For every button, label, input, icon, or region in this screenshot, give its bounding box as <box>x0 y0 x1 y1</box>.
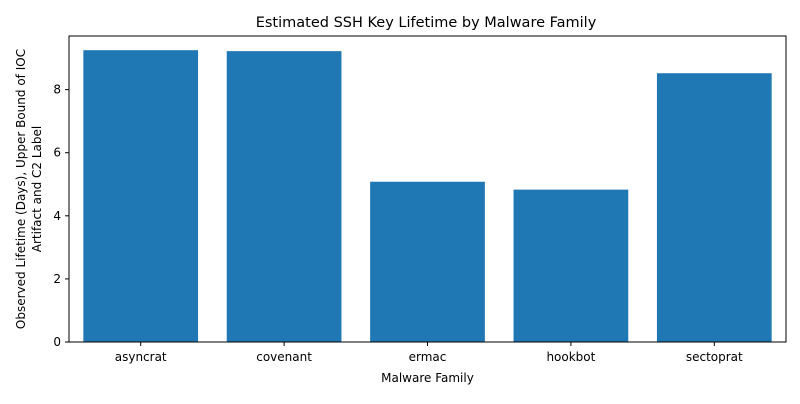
plot-frame <box>68 35 787 343</box>
x-tick-label: hookbot <box>546 350 595 364</box>
y-tick-label: 8 <box>53 83 61 97</box>
x-tick-label: ermac <box>409 350 447 364</box>
y-tick-label: 6 <box>53 146 61 160</box>
bar-sectoprat <box>656 73 772 343</box>
y-axis: 0 2 4 6 8 <box>53 83 69 349</box>
y-axis-label-line: Observed Lifetime (Days), Upper Bound of… <box>14 49 28 329</box>
x-tick-label: covenant <box>256 350 312 364</box>
bar-asyncrat <box>83 50 199 343</box>
x-tick-label: sectoprat <box>686 350 743 364</box>
bar-hookbot <box>513 189 629 342</box>
bar-covenant <box>226 51 342 342</box>
x-tick-label: asyncrat <box>115 350 167 364</box>
bars-layer <box>83 50 772 343</box>
y-axis-label-line: Artifact and C2 Label <box>30 126 44 252</box>
y-tick-label: 4 <box>53 209 61 223</box>
bar-ermac <box>370 181 485 342</box>
y-tick-label: 2 <box>53 272 61 286</box>
y-axis-label: Observed Lifetime (Days), Upper Bound of… <box>14 49 44 329</box>
chart-title: Estimated SSH Key Lifetime by Malware Fa… <box>256 15 597 31</box>
x-axis: asyncrat covenant ermac hookbot sectoprat <box>115 342 743 364</box>
x-axis-label: Malware Family <box>381 371 474 385</box>
y-tick-label: 0 <box>53 335 61 349</box>
